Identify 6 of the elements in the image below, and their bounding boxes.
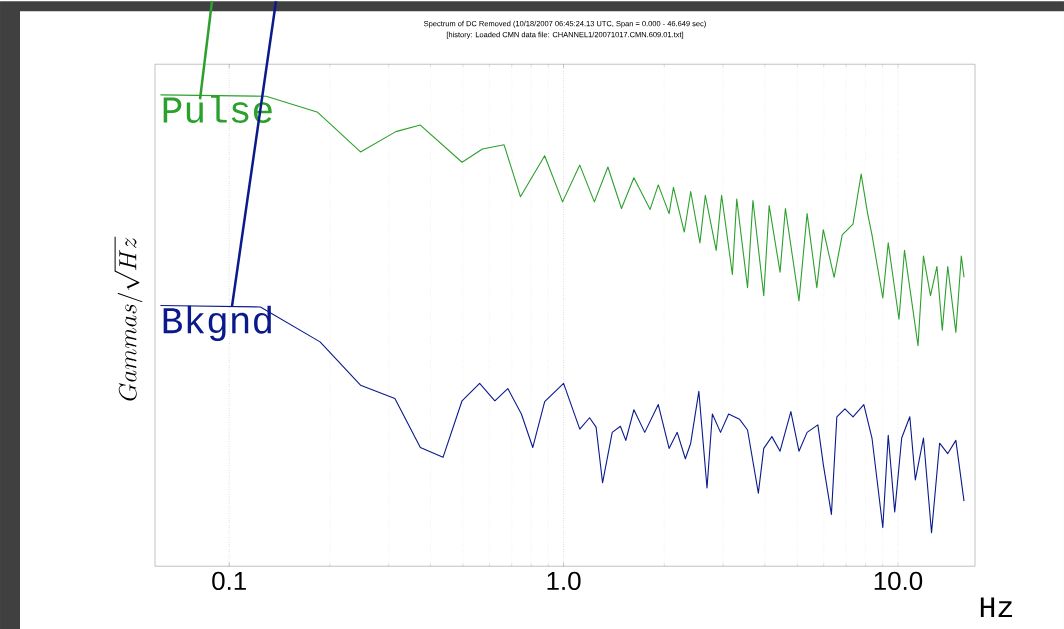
x-tick-label: 10.0 [874, 571, 923, 590]
series-label: Bkgnd [163, 305, 271, 341]
x-tick-label: 1.0 [547, 571, 581, 590]
x-tick-label: 0.1 [212, 571, 246, 590]
y-axis-title: $Gammas / \sqrt{Hz}$ [114, 236, 143, 401]
x-axis-title: Hz [980, 597, 1013, 617]
